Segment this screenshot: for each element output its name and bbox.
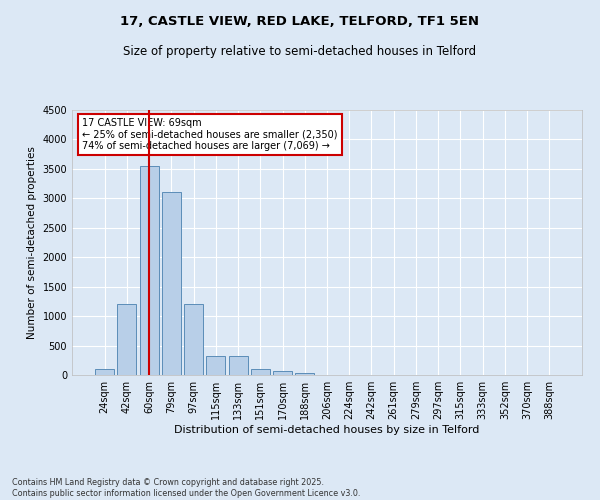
Bar: [140, 166, 158, 375]
Bar: [162, 192, 181, 375]
Text: Contains HM Land Registry data © Crown copyright and database right 2025.
Contai: Contains HM Land Registry data © Crown c…: [12, 478, 361, 498]
Bar: [95, 369, 114, 375]
Text: 17 CASTLE VIEW: 69sqm
← 25% of semi-detached houses are smaller (2,350)
74% of s: 17 CASTLE VIEW: 69sqm ← 25% of semi-deta…: [82, 118, 338, 151]
Bar: [229, 356, 248, 375]
Bar: [273, 370, 292, 375]
Bar: [184, 304, 203, 375]
Bar: [118, 304, 136, 375]
Bar: [206, 356, 225, 375]
Text: 17, CASTLE VIEW, RED LAKE, TELFORD, TF1 5EN: 17, CASTLE VIEW, RED LAKE, TELFORD, TF1 …: [121, 15, 479, 28]
Text: Size of property relative to semi-detached houses in Telford: Size of property relative to semi-detach…: [124, 45, 476, 58]
Y-axis label: Number of semi-detached properties: Number of semi-detached properties: [27, 146, 37, 339]
X-axis label: Distribution of semi-detached houses by size in Telford: Distribution of semi-detached houses by …: [175, 425, 479, 435]
Bar: [295, 373, 314, 375]
Bar: [251, 368, 270, 375]
